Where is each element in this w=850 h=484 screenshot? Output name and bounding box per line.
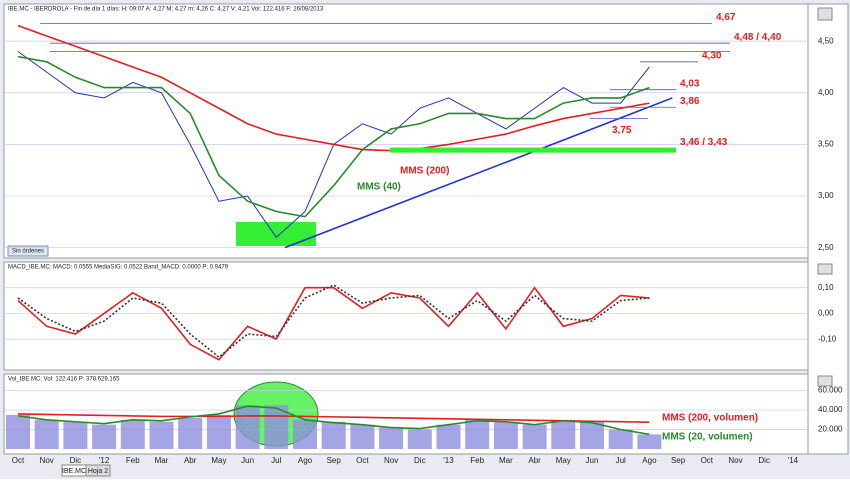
x-tick-label: Nov xyxy=(384,456,398,465)
orders-button[interactable] xyxy=(7,245,49,257)
x-tick-label: Abr xyxy=(528,456,541,465)
x-tick-label: Feb xyxy=(470,456,484,465)
x-tick-label: Abr xyxy=(184,456,197,465)
volume-bar xyxy=(436,424,461,449)
volume-bar xyxy=(178,417,203,449)
close-button[interactable] xyxy=(817,263,833,275)
x-tick-label: May xyxy=(211,456,226,465)
x-tick-label: Jul xyxy=(271,456,281,465)
series-line xyxy=(17,286,650,361)
volume-header: Vol_IBE.MC: Vol: 122.416 P: 378.629.165 xyxy=(8,377,120,383)
y-tick-label: 4,50 xyxy=(818,36,834,45)
volume-bar xyxy=(92,424,117,449)
x-tick-label: Jun xyxy=(241,456,254,465)
volume-bar xyxy=(120,419,145,449)
series-line xyxy=(17,284,650,359)
volume-bar xyxy=(321,421,346,449)
series-label: MMS (20, volumen) xyxy=(662,432,753,443)
support-box xyxy=(236,222,316,246)
y-tick-label: -0,10 xyxy=(818,334,837,343)
level-label: 4,30 xyxy=(702,50,722,61)
macd-header: MACD_IBE.MC: MACD: 0.0555 MediaSIG: 0.05… xyxy=(8,265,229,271)
volume-bar xyxy=(407,429,432,449)
level-label: 4,48 / 4,40 xyxy=(734,32,782,43)
x-tick-label: Dic xyxy=(414,456,426,465)
series-label: MMS (200, volumen) xyxy=(662,413,758,424)
x-tick-label: Jun xyxy=(586,456,599,465)
support-band xyxy=(390,147,676,153)
volume-bar xyxy=(522,424,547,449)
y-tick-label: 0,00 xyxy=(818,309,834,318)
x-tick-label: '14 xyxy=(788,456,799,465)
volume-bar xyxy=(149,421,174,449)
level-label: 3,46 / 3,43 xyxy=(680,137,728,148)
volume-bar xyxy=(6,414,30,449)
volume-bar xyxy=(206,414,231,449)
y-tick-label: 20.000 xyxy=(818,425,843,434)
x-tick-label: Oct xyxy=(356,456,369,465)
volume-bar xyxy=(580,421,604,449)
volume-bar xyxy=(608,429,633,449)
y-tick-label: 4,00 xyxy=(818,88,834,97)
y-tick-label: 3,00 xyxy=(818,191,834,200)
volume-bar xyxy=(379,427,404,449)
volume-bar xyxy=(350,424,375,449)
volume-bar xyxy=(493,421,518,449)
trend-line xyxy=(284,97,673,249)
series-label: MMS (200) xyxy=(400,166,449,177)
x-tick-label: Nov xyxy=(728,456,742,465)
tab-label: Hoja 2 xyxy=(88,468,108,475)
y-tick-label: 3,50 xyxy=(818,140,834,149)
y-tick-label: 60.000 xyxy=(818,386,843,395)
series-label: MMS (40) xyxy=(357,182,401,193)
x-tick-label: Sep xyxy=(327,456,342,465)
volume-bar xyxy=(551,419,576,449)
tab-label: IBE.MC xyxy=(62,468,86,475)
volume-bar xyxy=(264,405,289,449)
x-tick-label: Ago xyxy=(298,456,313,465)
y-tick-label: 2,50 xyxy=(818,243,834,252)
x-tick-label: '12 xyxy=(99,456,110,465)
tab[interactable] xyxy=(85,464,111,477)
x-tick-label: Nov xyxy=(40,456,54,465)
close-button[interactable] xyxy=(817,375,833,387)
x-tick-label: Jul xyxy=(616,456,626,465)
level-label: 4,67 xyxy=(716,12,736,23)
x-tick-label: Dic xyxy=(70,456,82,465)
volume-bar xyxy=(465,419,490,449)
x-tick-label: Dic xyxy=(758,456,770,465)
price-header: IBE.MC - IBERDROLA - Fin de día 1 días: … xyxy=(8,7,324,13)
level-label: 4,03 xyxy=(680,78,700,89)
x-tick-label: Feb xyxy=(126,456,140,465)
macd-panel xyxy=(3,261,809,371)
x-tick-label: Mar xyxy=(155,456,169,465)
x-tick-label: Oct xyxy=(12,456,25,465)
x-tick-label: Mar xyxy=(499,456,513,465)
close-button[interactable] xyxy=(817,7,833,21)
volume-bar xyxy=(637,434,662,449)
x-tick-label: Oct xyxy=(701,456,714,465)
volume-bar xyxy=(293,419,317,449)
volume-bar xyxy=(63,421,88,449)
price-panel xyxy=(3,3,809,259)
y-tick-label: 0,10 xyxy=(818,283,834,292)
volume-bar xyxy=(235,405,260,449)
orders-button-label: Sin órdenes xyxy=(12,249,44,255)
series-line xyxy=(17,413,650,424)
series-line xyxy=(17,55,650,218)
x-tick-label: Sep xyxy=(671,456,686,465)
y-tick-label: 40.000 xyxy=(818,405,843,414)
x-tick-label: Ago xyxy=(642,456,657,465)
level-label: 3,86 xyxy=(680,96,700,107)
x-tick-label: May xyxy=(556,456,571,465)
series-line xyxy=(17,24,650,152)
series-line xyxy=(17,405,650,436)
x-tick-label: '13 xyxy=(443,456,454,465)
volume-bar xyxy=(34,419,59,449)
level-label: 3,75 xyxy=(612,125,632,136)
